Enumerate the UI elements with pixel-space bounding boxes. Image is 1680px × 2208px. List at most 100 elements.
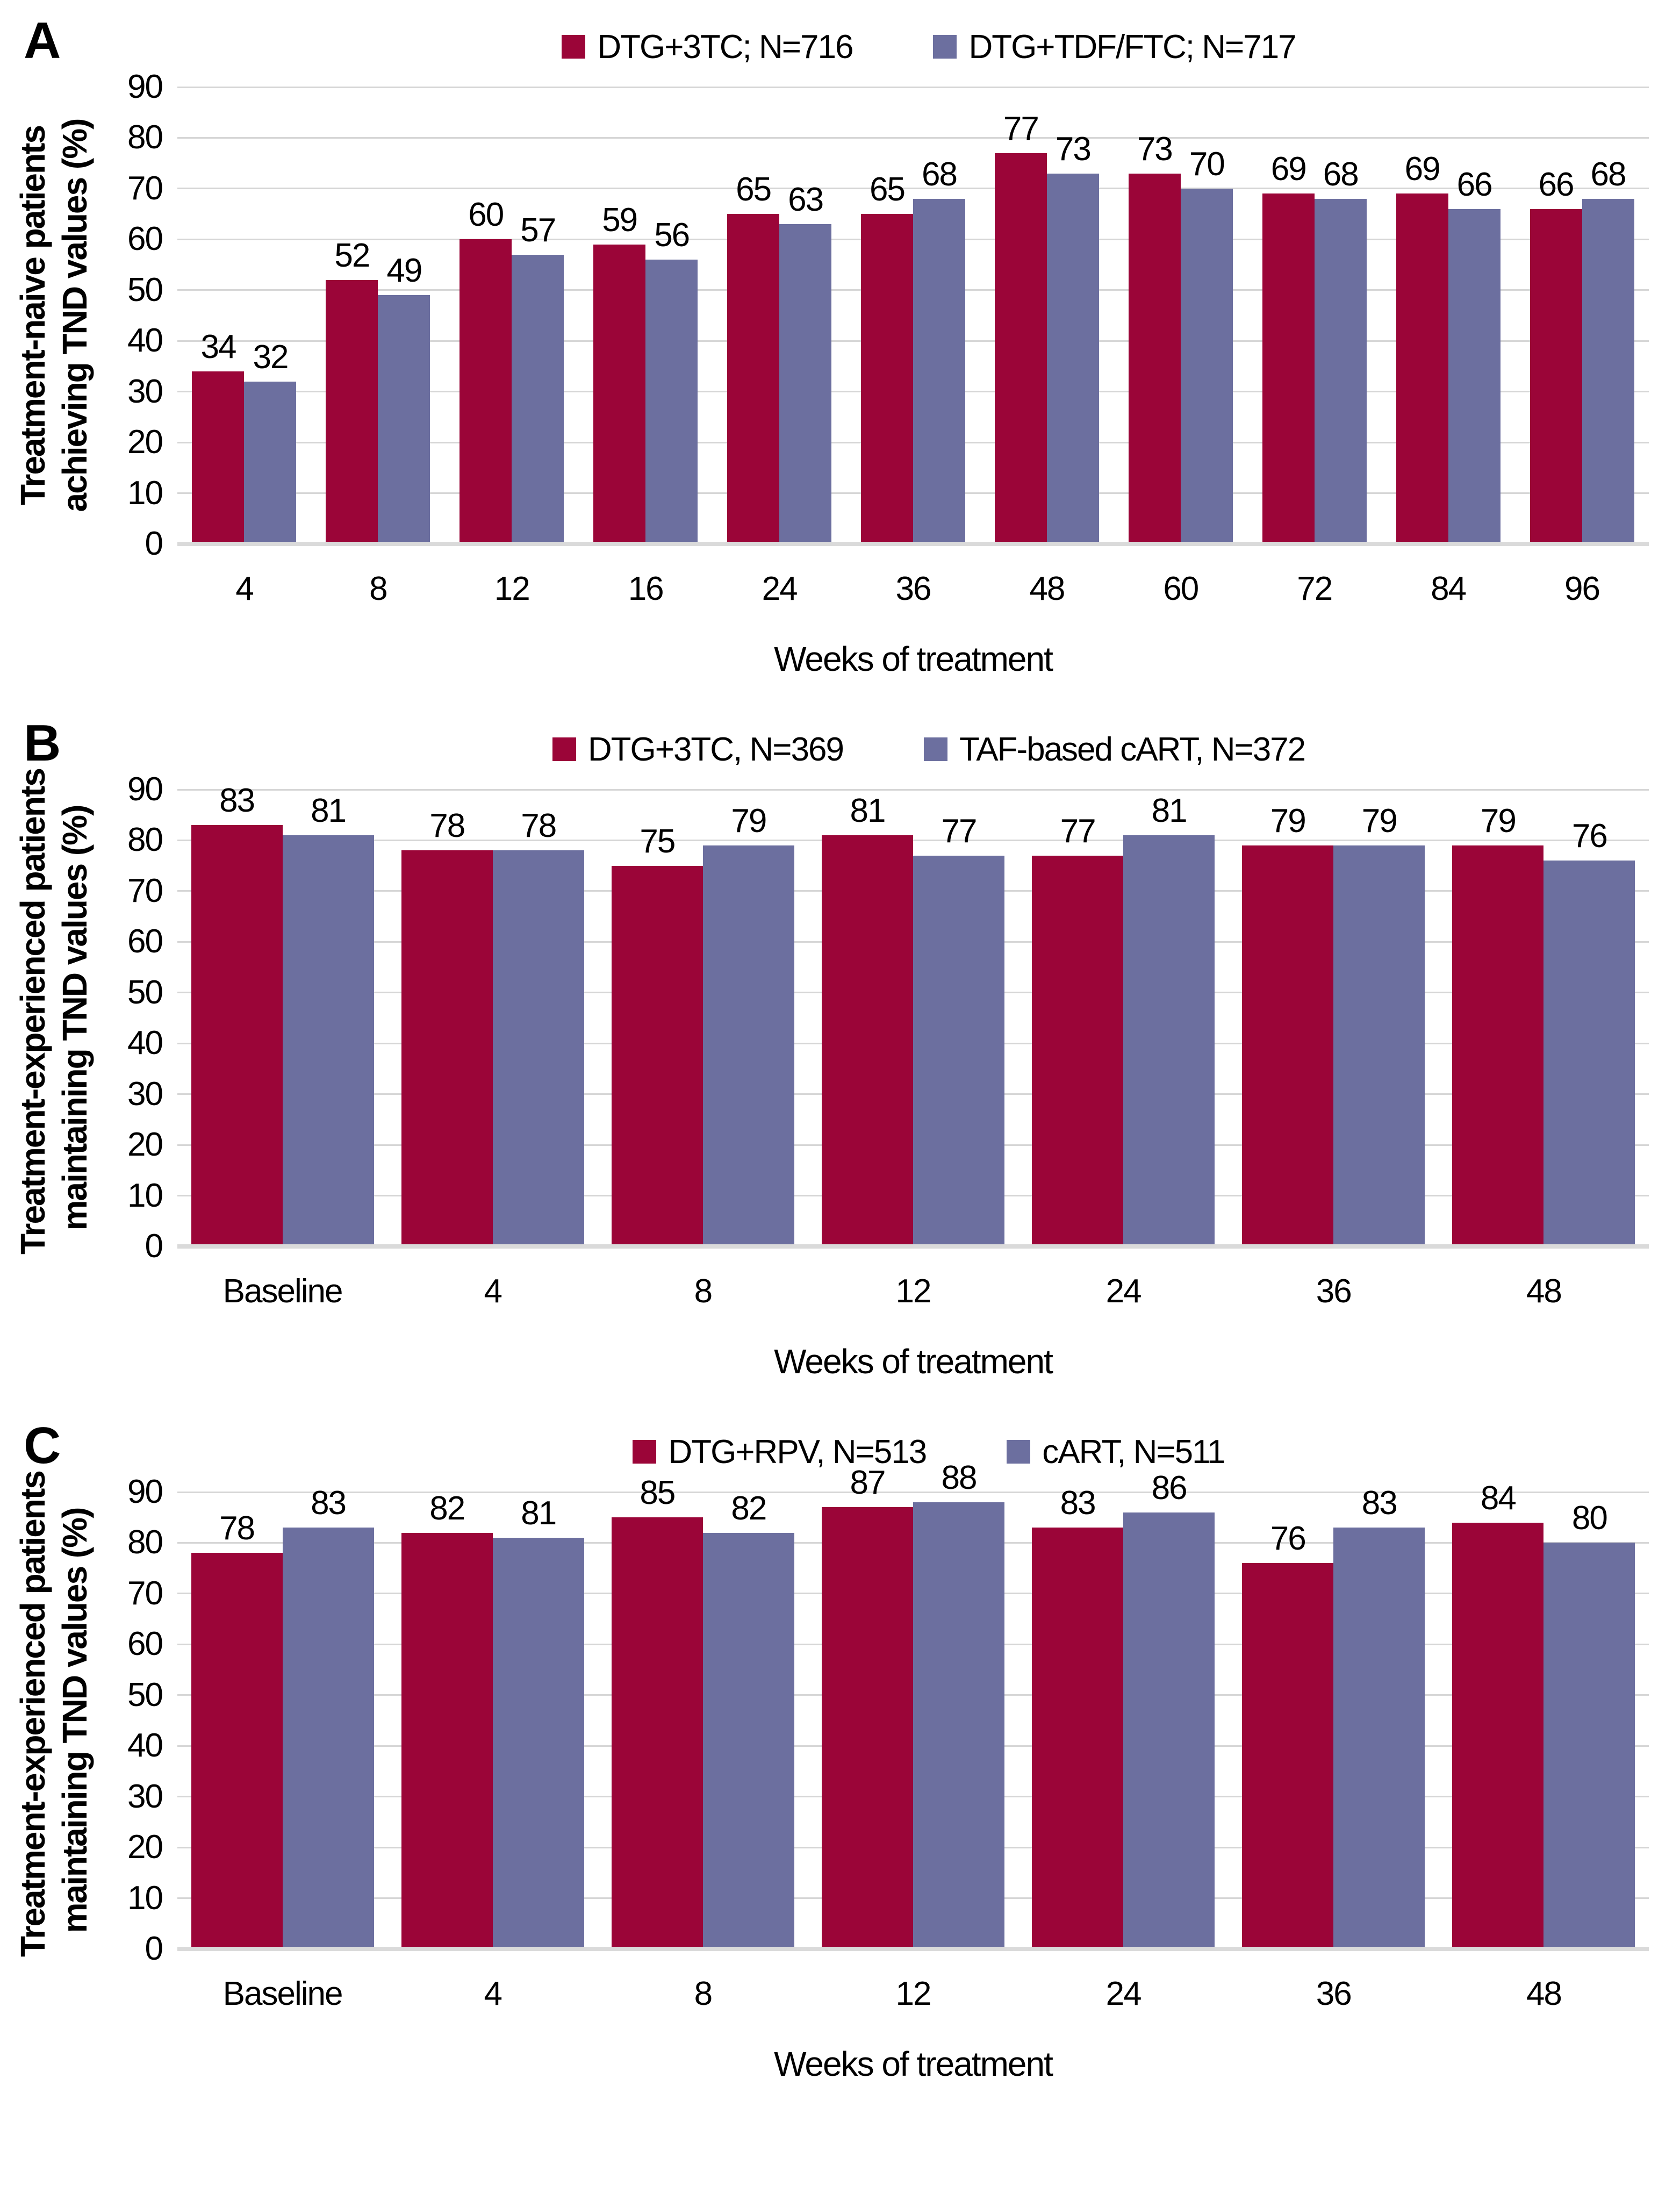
y-axis-title-column: Treatment-experienced patients maintaini… <box>0 1471 107 1957</box>
bar <box>1046 173 1099 544</box>
y-tick-label: 40 <box>127 1024 163 1062</box>
bar-group: 34 32 <box>177 87 311 544</box>
bar <box>1448 209 1500 544</box>
plot-area: 83 81 78 78 75 79 81 77 77 81 79 79 79 76 <box>177 784 1649 1249</box>
bar-slot: 82 <box>702 1489 794 1949</box>
bar-slot: 70 <box>1180 87 1233 544</box>
y-tick-label: 90 <box>127 771 163 808</box>
bar <box>1314 198 1367 544</box>
x-axis-line <box>177 1244 1649 1249</box>
legend-label-series2: TAF-based cART, N=372 <box>959 730 1306 768</box>
bar-value-label: 56 <box>654 217 690 254</box>
bar-group: 65 68 <box>846 87 980 544</box>
bar <box>1180 188 1233 544</box>
bar-group: 65 63 <box>713 87 846 544</box>
bar-value-label: 70 <box>1189 145 1225 183</box>
y-tick-label: 80 <box>127 1524 163 1561</box>
y-axis-title-line2: maintaining TND values (%) <box>55 805 94 1231</box>
bar <box>1128 173 1181 544</box>
y-tick-label: 20 <box>127 424 163 461</box>
bar-value-label: 68 <box>1590 155 1627 193</box>
bar-groups: 78 83 82 81 85 82 87 88 83 86 76 83 84 80 <box>177 1461 1649 1949</box>
bar-value-label: 78 <box>219 1510 255 1547</box>
panel-c: C DTG+RPV, N=513 cART, N=511 Treatment-e… <box>0 1415 1680 2084</box>
bar <box>1396 193 1448 544</box>
bar-group: 79 79 <box>1229 790 1439 1246</box>
x-tick-label: 8 <box>694 1273 713 1310</box>
bar-slot: 84 <box>1452 1481 1544 1949</box>
bar-slot: 78 <box>401 790 493 1246</box>
panel-c-label: C <box>24 1417 61 1474</box>
x-axis-title: Weeks of treatment <box>774 1342 1053 1381</box>
legend-item-series2: TAF-based cART, N=372 <box>923 730 1306 769</box>
y-tick-label: 80 <box>127 821 163 859</box>
bar-value-label: 75 <box>640 822 676 860</box>
legend-item-series1: DTG+3TC; N=716 <box>562 28 853 66</box>
bar <box>702 1532 794 1949</box>
y-tick-label: 50 <box>127 973 163 1011</box>
y-axis-title-column: Treatment-experienced patients maintaini… <box>0 769 107 1254</box>
y-tick-label: 50 <box>127 1676 163 1714</box>
y-tick-label: 90 <box>127 68 163 105</box>
bar-slot: 88 <box>913 1461 1004 1949</box>
x-tick-label: 8 <box>369 570 387 607</box>
legend-item-series1: DTG+RPV, N=513 <box>633 1433 927 1471</box>
bar <box>702 845 794 1246</box>
bar-value-label: 82 <box>731 1489 767 1527</box>
panel-a-label: A <box>24 12 61 69</box>
bar-slot: 82 <box>401 1492 493 1949</box>
bar <box>1032 1528 1124 1949</box>
gridline <box>177 188 1649 190</box>
panel-a-chart: Treatment-naive patients achieving TND v… <box>0 70 1680 679</box>
bar-slot: 81 <box>821 790 913 1246</box>
bar-value-label: 79 <box>731 802 767 840</box>
bar-slot: 80 <box>1543 1492 1635 1949</box>
legend-item-series1: DTG+3TC, N=369 <box>552 730 844 769</box>
y-tick-label: 30 <box>127 372 163 410</box>
bar <box>1530 209 1582 544</box>
y-tick-label: 10 <box>127 1177 163 1214</box>
bar <box>192 371 245 544</box>
bar <box>1262 193 1315 544</box>
bar-slot: 73 <box>1046 87 1099 544</box>
y-tick-label: 10 <box>127 1879 163 1917</box>
bar-value-label: 79 <box>1480 802 1517 840</box>
bar-slot: 81 <box>282 790 374 1246</box>
bar-group: 52 49 <box>311 87 445 544</box>
bar <box>1452 845 1544 1246</box>
bar-slot: 68 <box>1582 87 1634 544</box>
bar <box>611 865 703 1246</box>
bar <box>860 214 913 544</box>
bar <box>913 198 965 544</box>
legend-swatch-series1 <box>562 35 586 59</box>
panel-c-legend: DTG+RPV, N=513 cART, N=511 <box>177 1415 1680 1489</box>
bar-value-label: 78 <box>521 807 557 845</box>
x-tick-label: 48 <box>1526 1975 1562 2012</box>
bar-value-label: 76 <box>1571 818 1608 855</box>
bar <box>512 254 564 544</box>
x-axis-ticks: Baseline 4 8 12 24 36 48 <box>177 1975 1649 2013</box>
bar <box>460 239 512 544</box>
bar <box>492 850 584 1246</box>
bar-group: 76 83 <box>1229 1487 1439 1949</box>
gridline <box>177 137 1649 139</box>
bar-value-label: 59 <box>602 201 638 239</box>
bar-value-label: 83 <box>1060 1485 1096 1522</box>
bar-group: 69 66 <box>1381 87 1515 544</box>
bar-value-label: 63 <box>788 181 824 218</box>
legend-swatch-series1 <box>633 1440 657 1464</box>
y-tick-label: 0 <box>145 525 164 562</box>
bar-slot: 66 <box>1448 87 1500 544</box>
bar-slot: 68 <box>1314 87 1367 544</box>
x-tick-label: Baseline <box>222 1975 343 2012</box>
panel-a-legend: DTG+3TC; N=716 DTG+TDF/FTC; N=717 <box>177 10 1680 84</box>
bar-slot: 65 <box>860 87 913 544</box>
y-axis-ticks: 0 10 20 30 40 50 60 70 80 90 <box>107 1475 177 1966</box>
bar-value-label: 77 <box>941 812 978 850</box>
x-axis-title: Weeks of treatment <box>774 2045 1053 2083</box>
bar-slot: 83 <box>282 1487 374 1949</box>
bar-value-label: 32 <box>253 338 289 376</box>
bar-value-label: 81 <box>311 792 347 829</box>
bar <box>913 855 1004 1246</box>
bar-value-label: 34 <box>200 328 236 365</box>
